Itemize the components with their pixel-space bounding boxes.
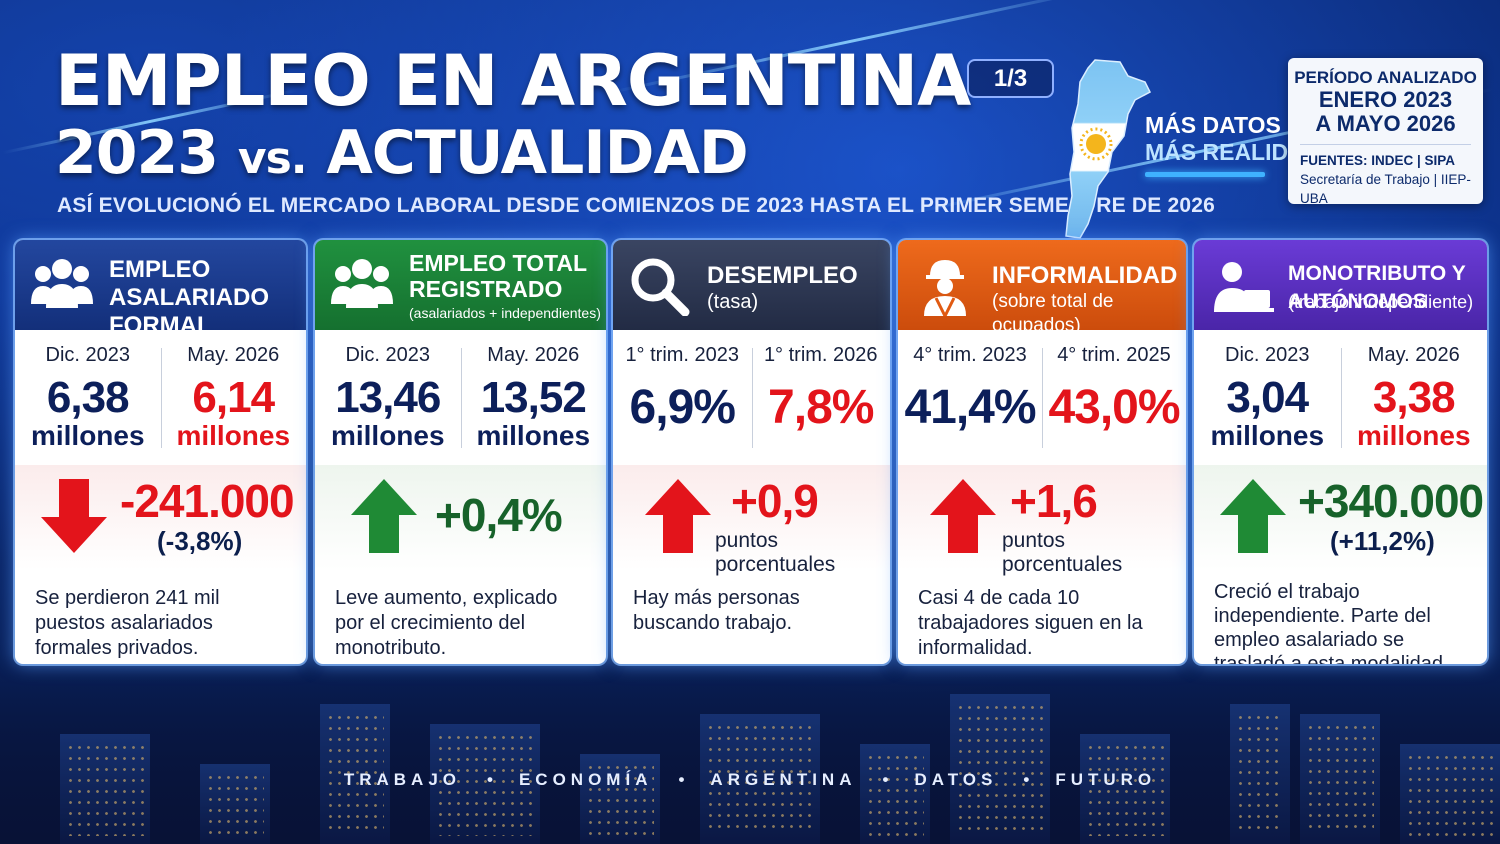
card-header: EMPLEO ASALARIADO FORMAL PRIVADO [15,240,306,367]
separator-dot: • [678,770,685,789]
period-box: PERÍODO ANALIZADO ENERO 2023 A MAYO 2026… [1288,58,1483,206]
change-percent: (-3,8%) [157,526,243,556]
card-title: DESEMPLEO [707,262,858,289]
change-value: +1,6 [1010,475,1098,527]
column-divider [1340,348,1342,448]
separator-dot: • [487,770,493,789]
footer-tag: TRABAJO [343,770,462,789]
change-value: +340.000 [1298,475,1484,527]
card-title: EMPLEO ASALARIADO FORMAL PRIVADO [109,256,269,367]
value-before: Dic. 2023 3,04 millones [1210,344,1325,451]
subtitle: ASÍ EVOLUCIONÓ EL MERCADO LABORAL DESDE … [57,194,1216,217]
comparison: 1° trim. 2023 6,9% 1° trim. 2026 7,8% [613,330,890,465]
card-title: MONOTRIBUTO Y AUTÓNOMOS [1288,262,1466,313]
change-row: +0,4% [315,465,606,570]
card-subtitle: (asalariados + independientes) [409,305,601,321]
footer-tags: TRABAJO • ECONOMÍA • ARGENTINA • DATOS • FUTURO [0,770,1500,790]
card-empleo-asalariado: EMPLEO ASALARIADO FORMAL PRIVADO Dic. 202… [15,240,306,664]
card-subtitle: (trabajo independiente) [1288,292,1474,312]
change-percent: (+11,2%) [1330,526,1435,556]
title-year: 2023 [55,118,219,188]
change-row: +0,9 puntos porcentuales [613,465,890,576]
value-before: Dic. 2023 13,46 millones [330,344,445,451]
change-value: -241.000 [120,475,295,527]
change-value: +0,4% [435,489,563,541]
change-row: +340.000 (+11,2%) [1194,465,1487,570]
card-header: INFORMALIDAD (sobre total de ocupados) [898,240,1186,336]
period-label: PERÍODO ANALIZADO [1294,68,1477,87]
card-description: Leve aumento, explicado por el crecimien… [335,587,558,659]
page-title-line2: 2023 vs. ACTUALIDAD [55,118,749,188]
group-icon [331,259,393,308]
card-desempleo: DESEMPLEO (tasa) 1° trim. 2023 6,9% 1° t… [613,240,890,664]
change-value: +0,9 [731,475,819,527]
change-unit: puntos porcentuales [715,529,836,576]
worker-icon [924,260,966,316]
page-title: EMPLEO EN ARGENTINA [55,40,971,122]
value-before: 1° trim. 2023 6,9% [625,344,740,434]
sources-line1: FUENTES: INDEC | SIPA [1300,153,1456,168]
arrow-up-icon [930,479,996,553]
comparison: 4° trim. 2023 41,4% 4° trim. 2025 43,0% [898,330,1186,465]
value-after: May. 2026 6,14 millones [176,344,291,451]
arrow-up-icon [645,479,711,553]
footer-tag: DATOS [914,770,998,789]
card-title: INFORMALIDAD [992,262,1178,289]
arrow-up-icon [351,479,417,553]
title-vs: vs. [237,133,308,184]
card-header: EMPLEO TOTAL REGISTRADO (asalariados + in… [315,240,606,330]
card-subtitle: (sobre total de ocupados) [992,291,1114,336]
sources-line2: Secretaría de Trabajo | IIEP-UBA [1300,172,1471,206]
arrow-up-icon [1220,479,1286,553]
card-header: DESEMPLEO (tasa) [613,240,890,330]
value-after: 4° trim. 2025 43,0% [1048,344,1180,434]
tagline-line1: MÁS DATOS [1145,112,1281,138]
column-divider [160,348,162,448]
card-informalidad: INFORMALIDAD (sobre total de ocupados) 4… [898,240,1186,664]
group-icon [31,259,93,308]
column-divider [1042,348,1043,448]
card-description: Se perdieron 241 mil puestos asalariados… [35,587,220,659]
laptop-worker-icon [1214,262,1274,312]
period-divider [1300,144,1471,145]
separator-dot: • [882,770,889,789]
separator-dot: • [1023,770,1030,789]
card-title: EMPLEO TOTAL REGISTRADO [409,250,588,302]
comparison: Dic. 2023 3,04 millones May. 2026 3,38 m… [1194,330,1487,465]
arrow-down-icon [41,479,107,553]
card-description: Casi 4 de cada 10 trabajadores siguen en… [918,587,1143,659]
change-row: -241.000 (-3,8%) [15,465,306,570]
footer-tag: FUTURO [1055,770,1157,789]
period-start: ENERO 2023 [1318,87,1453,112]
value-before: Dic. 2023 6,38 millones [30,344,145,451]
card-description: Hay más personas buscando trabajo. [633,587,800,634]
magnifier-icon [631,258,690,316]
card-description: Creció el trabajo independiente. Parte d… [1214,581,1449,664]
city-skyline [0,654,1500,844]
argentina-map-icon [1065,59,1151,239]
change-unit: puntos porcentuales [1002,529,1123,576]
card-monotributo: MONOTRIBUTO Y AUTÓNOMOS (trabajo indepen… [1194,240,1487,664]
value-after: May. 2026 3,38 millones [1356,344,1471,451]
card-header: MONOTRIBUTO Y AUTÓNOMOS (trabajo indepen… [1194,240,1487,330]
card-subtitle: (tasa) [707,291,759,313]
value-after: May. 2026 13,52 millones [476,344,591,451]
value-before: 4° trim. 2023 41,4% [904,344,1036,434]
comparison: Dic. 2023 13,46 millones May. 2026 13,52… [315,330,606,465]
footer-tag: ARGENTINA [710,770,857,789]
change-row: +1,6 puntos porcentuales [898,465,1186,576]
title-actualidad: ACTUALIDAD [326,118,748,188]
column-divider [751,348,753,448]
value-after: 1° trim. 2026 7,8% [763,344,878,434]
column-divider [460,348,462,448]
page-indicator: 1/3 [967,59,1054,98]
footer-tag: ECONOMÍA [518,770,653,789]
tagline-underline [1145,172,1265,177]
card-empleo-total: EMPLEO TOTAL REGISTRADO (asalariados + in… [315,240,606,664]
comparison: Dic. 2023 6,38 millones May. 2026 6,14 m… [15,330,306,465]
period-end: A MAYO 2026 [1315,111,1456,136]
